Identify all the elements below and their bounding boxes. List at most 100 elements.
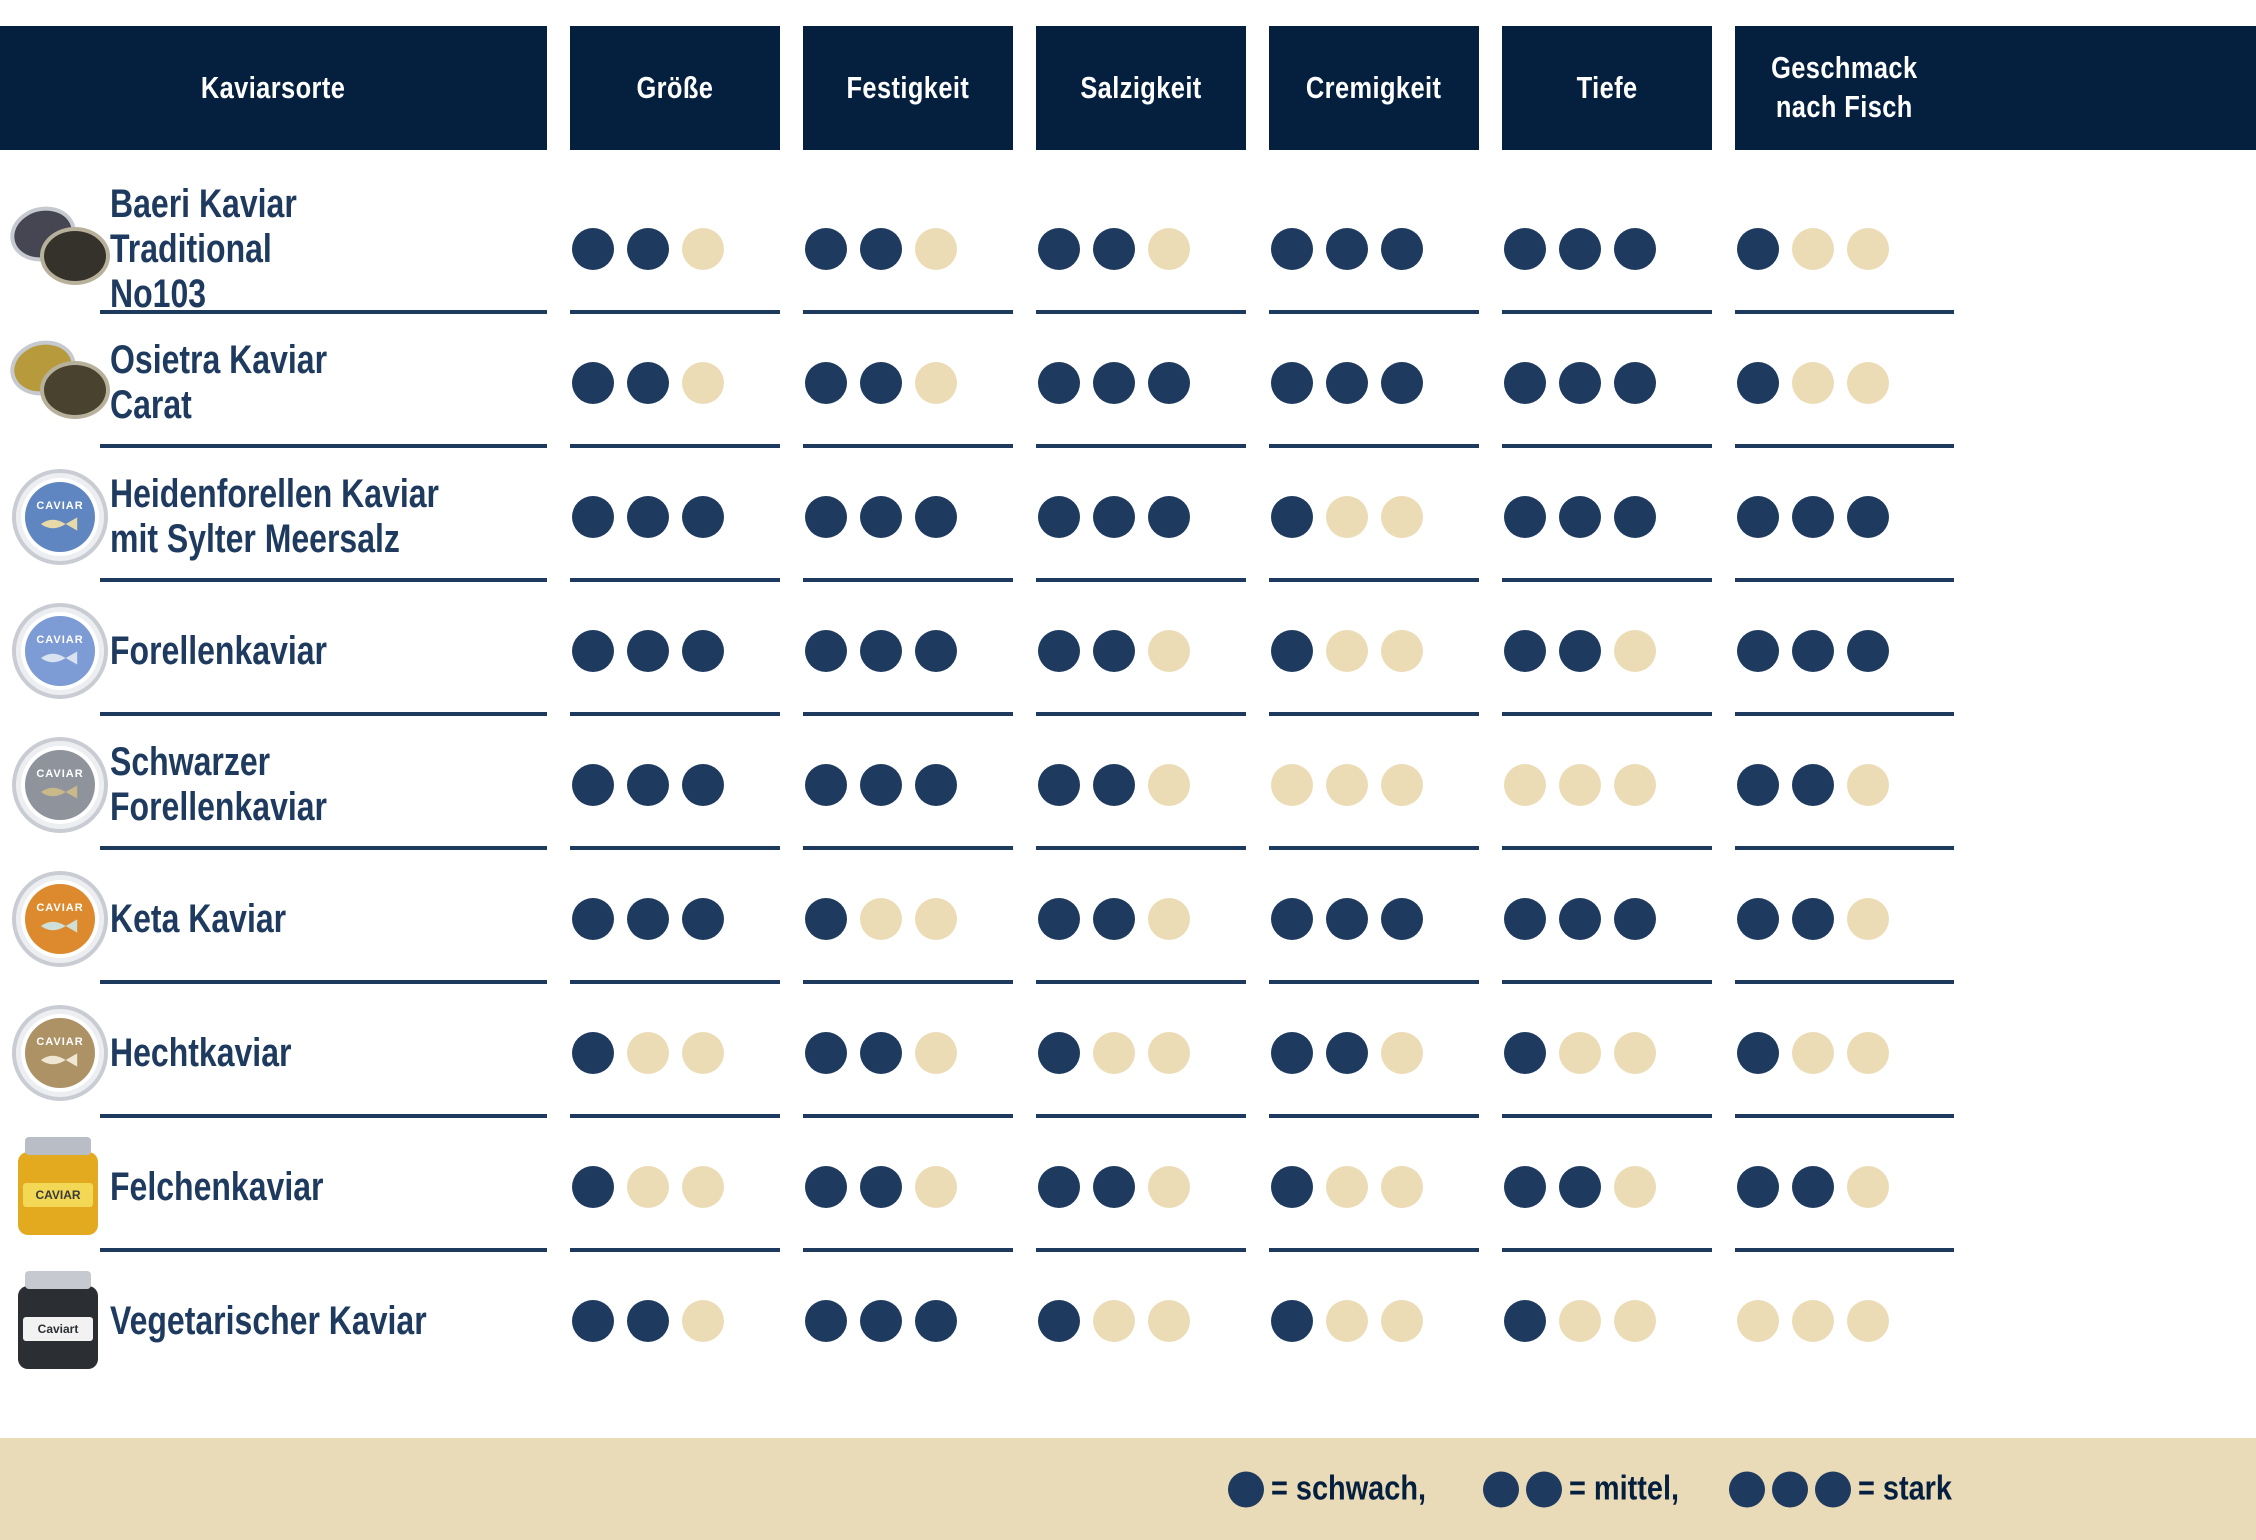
product-cell: CAVIAR Keta Kaviar (0, 852, 547, 986)
rating-dots (1504, 1032, 1656, 1074)
product-name: Felchenkaviar (110, 1164, 324, 1209)
tin-lid-top: CAVIAR (12, 469, 108, 565)
rating-dot-filled (1737, 362, 1779, 404)
rating-dots (1271, 898, 1423, 940)
rating-dot-empty (1381, 630, 1423, 672)
rating-cell (1502, 584, 1712, 718)
header-cell-attribute: Salzigkeit (1036, 26, 1246, 150)
rating-dot-empty (1381, 496, 1423, 538)
rating-dot-filled (1093, 630, 1135, 672)
rating-cell (1502, 182, 1712, 316)
rating-dot-empty (1093, 1300, 1135, 1342)
rating-dots (1737, 496, 1889, 538)
rating-dot-empty (1847, 1300, 1889, 1342)
rating-dot-empty (1792, 1300, 1834, 1342)
rating-dot-filled (805, 630, 847, 672)
rating-dot-filled (627, 496, 669, 538)
legend-dot (1728, 1471, 1765, 1507)
tin-lid-top: CAVIAR (12, 603, 108, 699)
rating-dot-filled (1271, 1166, 1313, 1208)
product-image (4, 331, 110, 435)
rating-dot-filled (1326, 228, 1368, 270)
row-divider (1269, 310, 1479, 315)
rating-dot-filled (1737, 630, 1779, 672)
rating-dot-filled (805, 1032, 847, 1074)
row-divider (1502, 712, 1712, 716)
rating-dot-empty (1614, 1032, 1656, 1074)
rating-dot-filled (860, 228, 902, 270)
legend-label: = mittel, (1569, 1469, 1680, 1508)
rating-dot-filled (1038, 496, 1080, 538)
product-image: CAVIAR (12, 867, 108, 971)
rating-dot-filled (572, 362, 614, 404)
rating-dot-empty (915, 1166, 957, 1208)
table-row: CAVIAR Keta Kaviar (0, 852, 2256, 986)
product-name: Hechtkaviar (110, 1030, 292, 1075)
rating-cell (1269, 1254, 1479, 1388)
rating-dot-empty (1847, 898, 1889, 940)
header-cell-attribute: Festigkeit (803, 26, 1013, 150)
rating-dots (805, 898, 957, 940)
row-divider (570, 444, 780, 448)
rating-dot-empty (915, 362, 957, 404)
row-divider (1502, 980, 1712, 984)
rating-dots (572, 1300, 724, 1342)
rating-dot-empty (1326, 1300, 1368, 1342)
rating-dots (1271, 630, 1423, 672)
rating-dot-filled (572, 1032, 614, 1074)
rating-dot-empty (1148, 1032, 1190, 1074)
rating-cell (803, 986, 1013, 1120)
row-divider (570, 578, 780, 582)
rating-dot-empty (1326, 630, 1368, 672)
rating-dot-empty (1559, 764, 1601, 806)
rating-cell (570, 1254, 780, 1388)
rating-cell (1036, 1120, 1246, 1254)
rating-dots (1737, 898, 1889, 940)
rating-dot-filled (860, 362, 902, 404)
rating-dot-filled (1093, 764, 1135, 806)
rating-cell (803, 182, 1013, 316)
rating-dots (572, 764, 724, 806)
rating-dots (1737, 1032, 1889, 1074)
rating-dot-filled (1271, 496, 1313, 538)
rating-cell (1735, 182, 2256, 316)
rating-cell (1269, 584, 1479, 718)
rating-dots (572, 898, 724, 940)
rating-dot-filled (860, 630, 902, 672)
product-name: Osietra Kaviar Carat (110, 338, 328, 427)
rating-dot-empty (627, 1032, 669, 1074)
rating-dot-empty (627, 1166, 669, 1208)
tin-face: CAVIAR (25, 1018, 95, 1088)
row-divider (1269, 1248, 1479, 1252)
rating-dots (1271, 496, 1423, 538)
row-divider (1269, 578, 1479, 582)
table-row: Baeri Kaviar Traditional No103 (0, 182, 2256, 316)
rating-dots (1737, 1300, 1889, 1342)
rating-dot-filled (1559, 228, 1601, 270)
rating-dot-filled (1559, 630, 1601, 672)
rating-dot-filled (627, 898, 669, 940)
row-divider (100, 846, 547, 850)
rating-dots (572, 362, 724, 404)
rating-dot-filled (1559, 496, 1601, 538)
legend-dot (1483, 1471, 1520, 1507)
rating-dot-filled (1792, 1166, 1834, 1208)
rating-cell (570, 852, 780, 986)
rating-dot-empty (860, 898, 902, 940)
rating-dot-empty (1504, 764, 1546, 806)
rating-cell (1735, 718, 2256, 852)
header-cell-attribute: Tiefe (1502, 26, 1712, 150)
rating-dot-filled (1381, 228, 1423, 270)
rating-cell (803, 1120, 1013, 1254)
rating-dot-empty (682, 1300, 724, 1342)
product-cell: CAVIAR Heidenforellen Kaviar mit Sylter … (0, 450, 547, 584)
rating-dot-filled (915, 764, 957, 806)
tin-face: CAVIAR (25, 884, 95, 954)
rating-dot-empty (1148, 630, 1190, 672)
row-divider (1502, 310, 1712, 315)
product-cell: CAVIAR Schwarzer Forellenkaviar (0, 718, 547, 852)
tin-face: CAVIAR (25, 482, 95, 552)
rating-dot-filled (1148, 362, 1190, 404)
rating-cell (1269, 852, 1479, 986)
